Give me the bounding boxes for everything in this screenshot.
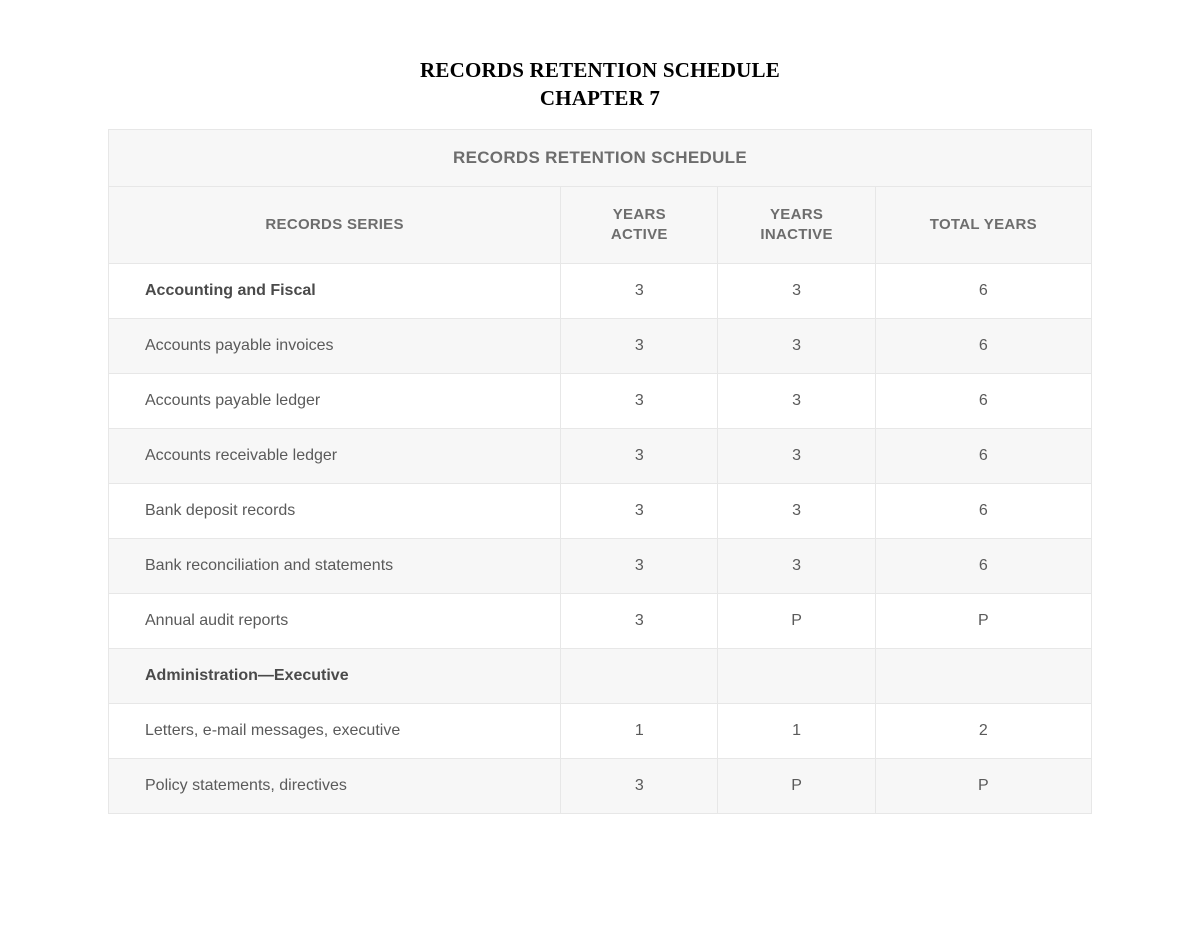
cell-active: 3	[561, 374, 718, 429]
cell-inactive: 3	[718, 429, 875, 484]
cell-inactive: 3	[718, 539, 875, 594]
table-row: Accounts payable ledger336	[109, 374, 1092, 429]
cell-series: Accounts payable ledger	[109, 374, 561, 429]
cell-total: 6	[875, 539, 1091, 594]
col-header-series: RECORDS SERIES	[109, 186, 561, 264]
table-row: Annual audit reports3PP	[109, 594, 1092, 649]
table-row: Bank deposit records336	[109, 484, 1092, 539]
cell-active: 3	[561, 429, 718, 484]
document-page: RECORDS RETENTION SCHEDULE CHAPTER 7 REC…	[0, 0, 1200, 894]
cell-series: Accounting and Fiscal	[109, 264, 561, 319]
document-title-line2: CHAPTER 7	[540, 86, 660, 110]
table-row: Administration—Executive	[109, 649, 1092, 704]
cell-inactive: P	[718, 594, 875, 649]
cell-active	[561, 649, 718, 704]
document-title-line1: RECORDS RETENTION SCHEDULE	[420, 58, 780, 82]
cell-series: Bank reconciliation and statements	[109, 539, 561, 594]
cell-total: 6	[875, 374, 1091, 429]
table-row: Policy statements, directives3PP	[109, 759, 1092, 814]
cell-series: Accounts payable invoices	[109, 319, 561, 374]
cell-total: 6	[875, 429, 1091, 484]
cell-total: 6	[875, 484, 1091, 539]
table-row: Accounting and Fiscal336	[109, 264, 1092, 319]
cell-inactive: 1	[718, 704, 875, 759]
cell-inactive: 3	[718, 264, 875, 319]
table-header: RECORDS RETENTION SCHEDULE RECORDS SERIE…	[109, 129, 1092, 264]
cell-inactive: 3	[718, 374, 875, 429]
table-row: Accounts receivable ledger336	[109, 429, 1092, 484]
cell-series: Administration—Executive	[109, 649, 561, 704]
table-row: Accounts payable invoices336	[109, 319, 1092, 374]
cell-active: 1	[561, 704, 718, 759]
cell-active: 3	[561, 759, 718, 814]
cell-inactive: 3	[718, 484, 875, 539]
document-title: RECORDS RETENTION SCHEDULE CHAPTER 7	[108, 56, 1092, 113]
cell-total: P	[875, 594, 1091, 649]
cell-total: 6	[875, 264, 1091, 319]
cell-total: 2	[875, 704, 1091, 759]
cell-active: 3	[561, 484, 718, 539]
table-row: Letters, e-mail messages, executive112	[109, 704, 1092, 759]
cell-series: Bank deposit records	[109, 484, 561, 539]
cell-total: 6	[875, 319, 1091, 374]
retention-table: RECORDS RETENTION SCHEDULE RECORDS SERIE…	[108, 129, 1092, 815]
cell-series: Annual audit reports	[109, 594, 561, 649]
cell-active: 3	[561, 264, 718, 319]
cell-series: Policy statements, directives	[109, 759, 561, 814]
cell-inactive: 3	[718, 319, 875, 374]
col-header-active: YEARS ACTIVE	[561, 186, 718, 264]
cell-active: 3	[561, 319, 718, 374]
cell-total	[875, 649, 1091, 704]
cell-active: 3	[561, 594, 718, 649]
cell-active: 3	[561, 539, 718, 594]
table-row: Bank reconciliation and statements336	[109, 539, 1092, 594]
cell-total: P	[875, 759, 1091, 814]
table-body: Accounting and Fiscal336Accounts payable…	[109, 264, 1092, 814]
cell-series: Accounts receivable ledger	[109, 429, 561, 484]
cell-series: Letters, e-mail messages, executive	[109, 704, 561, 759]
cell-inactive	[718, 649, 875, 704]
table-title: RECORDS RETENTION SCHEDULE	[109, 129, 1092, 186]
col-header-total: TOTAL YEARS	[875, 186, 1091, 264]
cell-inactive: P	[718, 759, 875, 814]
col-header-inactive: YEARS INACTIVE	[718, 186, 875, 264]
